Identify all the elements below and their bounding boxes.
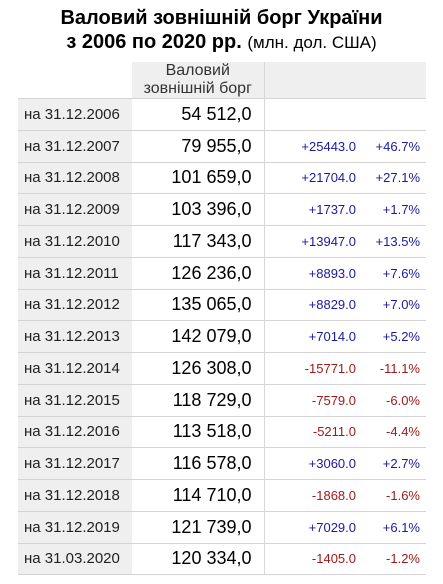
- table-row: на 31.12.2019 121 739,0 +7029.0 +6.1%: [18, 511, 426, 543]
- table-row: на 31.12.2014 126 308,0 -15771.0 -11.1%: [18, 352, 426, 385]
- table-row: на 31.12.2015 118 729,0 -7579.0 -6.0%: [18, 384, 426, 416]
- row-change-abs: +13947.0: [301, 233, 356, 249]
- row-value: 118 729,0: [132, 384, 265, 416]
- row-value: 116 578,0: [132, 447, 265, 480]
- row-change-pct: +7.0%: [382, 297, 420, 313]
- title-unit: (млн. дол. США): [247, 33, 377, 52]
- row-date: на 31.12.2015: [18, 384, 132, 416]
- row-value: 121 739,0: [132, 511, 265, 543]
- row-change-pct: +5.2%: [382, 329, 420, 345]
- row-date: на 31.12.2014: [18, 352, 132, 385]
- row-value: 142 079,0: [132, 320, 265, 353]
- table-row: на 31.12.2012 135 065,0 +8829.0 +7.0%: [18, 289, 426, 321]
- row-date: на 31.12.2012: [18, 289, 132, 321]
- table-row: на 31.12.2010 117 343,0 +13947.0 +13.5%: [18, 225, 426, 258]
- row-date: на 31.12.2009: [18, 193, 132, 226]
- row-change-abs: +7014.0: [308, 329, 356, 345]
- page-title: Валовий зовнішній борг України з 2006 по…: [0, 0, 443, 55]
- row-date: на 31.12.2006: [18, 98, 132, 131]
- row-change-abs: +7029.0: [308, 519, 356, 535]
- row-change-pct: -1.2%: [386, 551, 420, 567]
- row-value: 79 955,0: [132, 130, 265, 162]
- table-row: на 31.12.2011 126 236,0 +8893.0 +7.6%: [18, 257, 426, 289]
- title-line-2: з 2006 по 2020 рр. (млн. дол. США): [0, 30, 443, 55]
- row-change-abs: [264, 99, 362, 131]
- row-date: на 31.12.2016: [18, 416, 132, 448]
- row-value: 103 396,0: [132, 193, 265, 226]
- row-change-abs: +1737.0: [308, 202, 356, 218]
- row-value: 114 710,0: [132, 479, 265, 512]
- header-change-abs: [264, 62, 362, 99]
- table-row: на 31.12.2013 142 079,0 +7014.0 +5.2%: [18, 320, 426, 353]
- row-change-abs: -1868.0: [311, 487, 356, 503]
- row-value: 113 518,0: [132, 416, 265, 448]
- row-change-abs: +25443.0: [301, 138, 356, 154]
- row-value: 126 236,0: [132, 257, 265, 289]
- debt-table: Валовий зовнішній борг на 31.12.2006 54 5…: [18, 62, 426, 575]
- row-date: на 31.12.2007: [18, 130, 132, 162]
- row-change-pct: -11.1%: [379, 360, 420, 376]
- row-change-pct: +7.6%: [382, 265, 420, 281]
- row-value: 135 065,0: [132, 289, 265, 321]
- row-value: 54 512,0: [132, 98, 265, 131]
- row-change-pct: [362, 99, 426, 131]
- row-value: 117 343,0: [132, 225, 265, 258]
- table-row: на 31.12.2008 101 659,0 +21704.0 +27.1%: [18, 162, 426, 194]
- row-change-pct: +6.1%: [382, 519, 420, 535]
- row-change-pct: +27.1%: [375, 170, 420, 186]
- row-change-pct: +1.7%: [382, 202, 420, 218]
- table-row: на 31.12.2018 114 710,0 -1868.0 -1.6%: [18, 479, 426, 512]
- row-change-pct: +2.7%: [382, 456, 420, 472]
- table-row: на 31.12.2016 113 518,0 -5211.0 -4.4%: [18, 416, 426, 448]
- table-row: на 31.12.2009 103 396,0 +1737.0 +1.7%: [18, 193, 426, 226]
- row-date: на 31.12.2011: [18, 257, 132, 289]
- row-change-pct: +46.7%: [375, 138, 420, 154]
- row-change-pct: +13.5%: [375, 233, 420, 249]
- row-change-abs: +8893.0: [308, 265, 356, 281]
- row-change-pct: -1.6%: [386, 487, 420, 503]
- header-corner: [18, 62, 132, 99]
- table-row: на 31.03.2020 120 334,0 -1405.0 -1.2%: [18, 543, 426, 575]
- header-change-pct: [362, 62, 426, 99]
- row-date: на 31.12.2018: [18, 479, 132, 512]
- row-date: на 31.12.2017: [18, 447, 132, 480]
- table-row: на 31.12.2017 116 578,0 +3060.0 +2.7%: [18, 447, 426, 480]
- row-change-abs: +8829.0: [308, 297, 356, 313]
- row-date: на 31.12.2010: [18, 225, 132, 258]
- title-period: з 2006 по 2020 рр.: [66, 31, 242, 53]
- row-change-pct: -6.0%: [386, 392, 420, 408]
- row-change-abs: -5211.0: [312, 424, 356, 440]
- row-change-abs: +21704.0: [301, 170, 356, 186]
- row-change-pct: -4.4%: [386, 424, 420, 440]
- row-date: на 31.12.2013: [18, 320, 132, 353]
- table-row: на 31.12.2007 79 955,0 +25443.0 +46.7%: [18, 130, 426, 162]
- row-date: на 31.12.2008: [18, 162, 132, 194]
- row-date: на 31.12.2019: [18, 511, 132, 543]
- title-line-1: Валовий зовнішній борг України: [60, 7, 383, 29]
- row-change-abs: -7579.0: [311, 392, 356, 408]
- table-row: на 31.12.2006 54 512,0: [18, 98, 426, 131]
- row-change-abs: +3060.0: [308, 456, 356, 472]
- row-change-abs: -1405.0: [311, 551, 356, 567]
- table-header-row: Валовий зовнішній борг: [18, 62, 426, 99]
- row-value: 120 334,0: [132, 543, 265, 575]
- row-change-abs: -15771.0: [304, 360, 356, 376]
- header-debt-label: Валовий зовнішній борг: [132, 62, 265, 99]
- row-date: на 31.03.2020: [18, 543, 132, 575]
- row-value: 126 308,0: [132, 352, 265, 385]
- row-value: 101 659,0: [132, 162, 265, 194]
